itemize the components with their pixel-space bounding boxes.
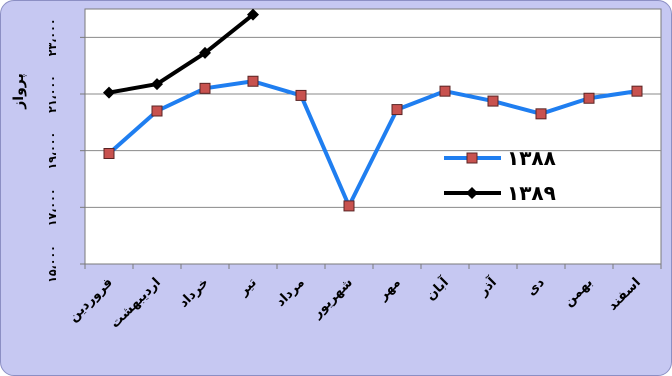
y-tick-labels: ۱۵،۰۰۰ ۱۷،۰۰۰ ۱۹،۰۰۰ ۲۱،۰۰۰ ۲۳،۰۰۰ <box>46 18 59 282</box>
data-point <box>343 200 355 212</box>
data-point <box>583 92 595 104</box>
y-tick-label: ۲۳،۰۰۰ <box>46 18 59 56</box>
legend-swatch-marker <box>466 152 478 164</box>
x-tick-label: اسفند <box>605 275 643 313</box>
data-point <box>535 108 547 120</box>
data-point <box>295 89 307 101</box>
series-line <box>108 13 255 95</box>
data-point <box>151 78 163 91</box>
data-point <box>391 104 403 116</box>
data-point <box>199 46 211 59</box>
gridlines <box>80 36 662 269</box>
series-layer <box>103 8 643 212</box>
legend-label: ۱۳۸۸ <box>507 146 556 170</box>
data-point <box>103 86 115 99</box>
x-tick-label: دی <box>524 275 548 299</box>
x-tick-label: اردیبهشت <box>108 275 164 331</box>
axes <box>84 9 661 265</box>
data-point <box>439 85 451 97</box>
series-line <box>107 79 638 208</box>
x-tick-label: فروردین <box>66 275 116 325</box>
x-tick-label: مهر <box>375 275 404 304</box>
data-point <box>247 8 259 21</box>
x-tick-label: مرداد <box>273 275 308 310</box>
data-point <box>247 75 259 87</box>
legend: ۱۳۸۸ ۱۳۸۹ <box>444 146 556 205</box>
x-tick-label: آبان <box>422 273 452 303</box>
data-point <box>199 82 211 94</box>
data-point <box>151 105 163 117</box>
legend-label: ۱۳۸۹ <box>507 181 556 205</box>
legend-swatch-marker <box>466 187 478 199</box>
x-tick-label: آذر <box>474 273 500 299</box>
y-tick-label: ۲۱،۰۰۰ <box>46 75 59 113</box>
y-tick-label: ۱۹،۰۰۰ <box>46 132 59 170</box>
x-tick-label: خرداد <box>176 275 212 311</box>
x-tick-label: بهمن <box>561 275 596 310</box>
x-tick-label: تیر <box>236 275 260 299</box>
plot-area <box>84 8 662 265</box>
y-tick-label: ۱۵،۰۰۰ <box>46 245 59 283</box>
data-point <box>631 85 643 97</box>
y-tick-label: ۱۷،۰۰۰ <box>46 188 59 226</box>
data-point <box>103 148 115 159</box>
data-point <box>487 95 499 107</box>
y-axis-title: پرواز <box>11 73 27 110</box>
x-tick-label: شهریور <box>309 275 356 322</box>
